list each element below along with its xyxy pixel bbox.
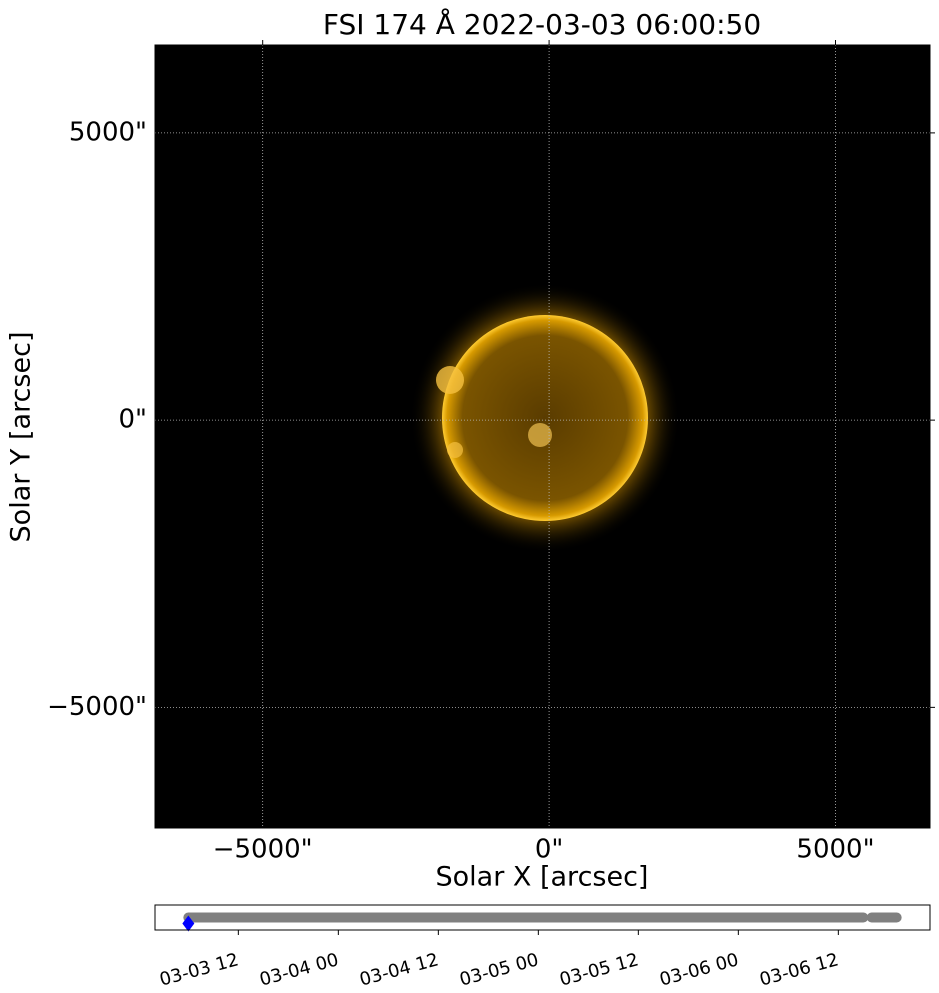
timeline: 03-03 12 03-04 00 03-04 12 03-05 00 03-05 12…: [157, 912, 902, 991]
x-tick-label: 03-06 12: [757, 949, 841, 990]
active-region: [447, 442, 463, 458]
x-tick-label: 0": [535, 835, 564, 865]
x-tick-label: 03-04 12: [357, 949, 441, 990]
x-tick-label: −5000": [213, 835, 313, 865]
y-tick-label: 5000": [69, 117, 147, 147]
image-frame: [154, 44, 931, 829]
x-tick-label: 03-06 00: [657, 949, 741, 990]
y-axis-label: Solar Y [arcsec]: [6, 332, 37, 543]
y-tick-label: 0": [118, 405, 147, 435]
active-region: [436, 366, 464, 394]
timeline-frame: [154, 904, 931, 931]
x-tick-label: 03-05 12: [557, 949, 641, 990]
x-tick-label: 03-03 12: [157, 949, 241, 990]
x-tick-label: 5000": [796, 835, 874, 865]
x-tick-label: 03-04 00: [257, 949, 341, 990]
sun-disk: [442, 315, 648, 521]
chart-title: FSI 174 Å 2022-03-03 06:00:50: [323, 7, 761, 41]
x-axis-label: Solar X [arcsec]: [436, 862, 649, 893]
active-region: [528, 423, 552, 447]
x-tick-label: 03-05 00: [457, 949, 541, 990]
main-plot: [155, 40, 935, 828]
y-tick-label: −5000": [47, 692, 147, 722]
current-marker: [182, 915, 195, 932]
